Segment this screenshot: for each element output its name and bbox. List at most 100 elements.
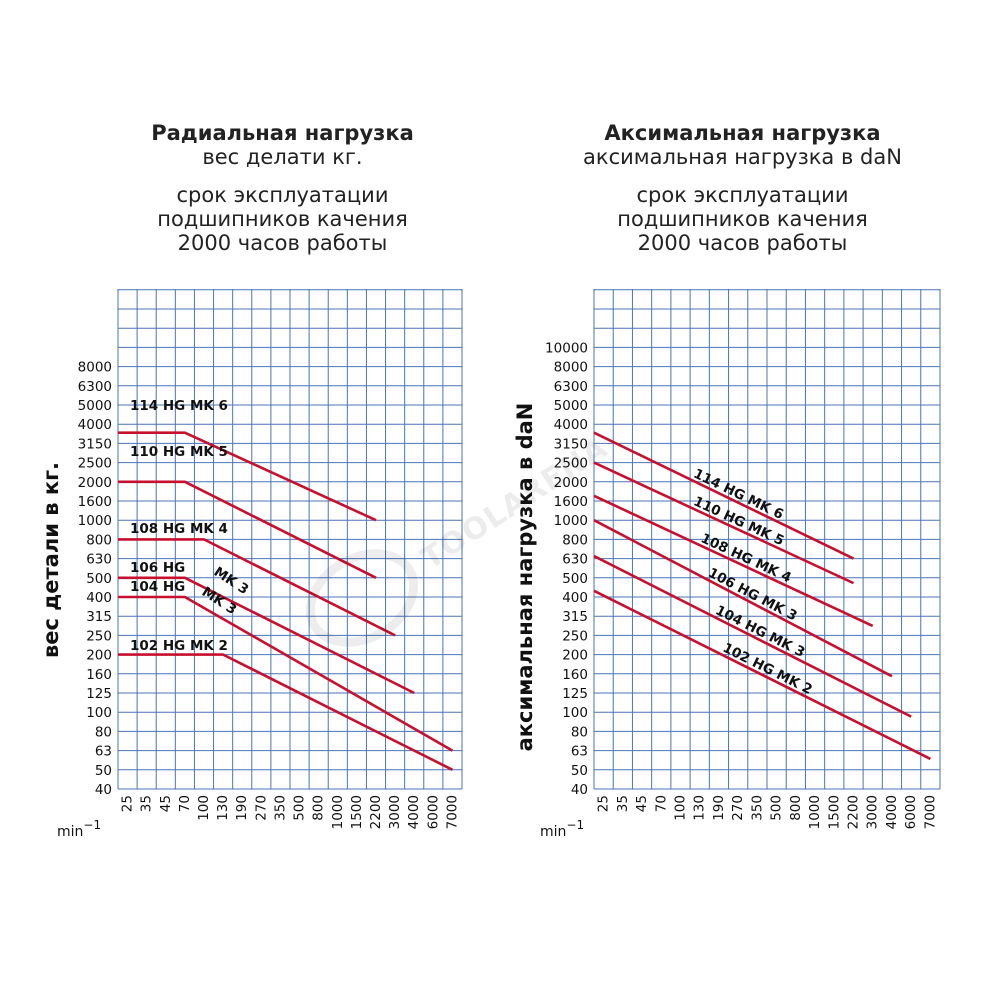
x-tick-label: 7000 [922, 795, 938, 829]
y-tick-label: 5000 [554, 398, 588, 414]
y-tick-label: 3150 [554, 436, 588, 452]
x-tick-label: 3000 [865, 795, 881, 829]
y-tick-label: 4000 [554, 417, 588, 433]
series-line [593, 431, 855, 560]
y-tick-label: 200 [562, 648, 588, 664]
y-tick-label: 315 [86, 609, 112, 625]
y-tick-label: 800 [86, 532, 112, 548]
series-line [593, 589, 931, 761]
y-tick-label: 2000 [554, 475, 588, 491]
y-tick-label: 6300 [78, 379, 112, 395]
series-label: 102 HG MK 2 [130, 638, 228, 654]
x-tick-label: 800 [788, 795, 804, 821]
x-tick-label: 100 [196, 795, 212, 821]
x-tick-label: 130 [215, 795, 231, 821]
y-tick-label: 50 [95, 763, 112, 779]
y-tick-label: 630 [86, 552, 112, 568]
left-note-line3: 2000 часов работы [177, 231, 388, 255]
y-tick-label: 125 [86, 686, 112, 702]
series-label: 104 HG [130, 579, 185, 595]
right-note-line2: подшипников качения [617, 207, 868, 231]
series-line [118, 538, 396, 637]
y-tick-label: 500 [562, 571, 588, 587]
series-line [118, 653, 454, 771]
y-tick-label: 2500 [78, 456, 112, 472]
left-note-line1: срок эксплуатации [176, 183, 389, 207]
series-line [593, 494, 874, 628]
y-axis-title: вес детали в кг. [39, 462, 63, 658]
series-label: 108 HG MK 4 [130, 521, 228, 537]
x-tick-label: 270 [253, 795, 269, 821]
y-tick-label: 800 [562, 532, 588, 548]
x-tick-label: 190 [711, 795, 727, 821]
y-tick-label: 1000 [78, 513, 112, 529]
x-tick-label: 6000 [903, 795, 919, 829]
x-tick-label: 100 [673, 795, 689, 821]
x-tick-label: 130 [692, 795, 708, 821]
y-tick-label: 400 [562, 590, 588, 606]
y-tick-label: 63 [571, 744, 588, 760]
y-tick-label: 3150 [78, 436, 112, 452]
x-axis-unit-exponent: −1 [566, 818, 584, 832]
left-note-line2: подшипников качения [157, 207, 408, 231]
x-tick-label: 4000 [406, 795, 422, 829]
series-line [118, 480, 377, 579]
x-tick-label: 2200 [846, 795, 862, 829]
x-tick-label: 25 [596, 795, 612, 812]
y-tick-label: 6300 [554, 379, 588, 395]
y-tick-label: 160 [562, 667, 588, 683]
y-tick-label: 2000 [78, 475, 112, 491]
left-subheading: вес делати кг. [202, 145, 363, 169]
x-tick-label: 800 [311, 795, 327, 821]
radial-load-chart: 8000630050004000315025002000160010008006… [39, 289, 463, 840]
x-tick-label: 25 [120, 795, 136, 812]
y-tick-label: 40 [571, 782, 588, 798]
right-note-line3: 2000 часов работы [637, 231, 848, 255]
x-tick-label: 350 [272, 795, 288, 821]
y-tick-label: 8000 [554, 360, 588, 376]
y-tick-label: 100 [86, 705, 112, 721]
x-tick-label: 70 [177, 795, 193, 812]
x-tick-label: 70 [653, 795, 669, 812]
y-tick-label: 250 [86, 628, 112, 644]
series-line [593, 461, 855, 585]
y-tick-label: 80 [571, 724, 588, 740]
x-tick-label: 1500 [349, 795, 365, 829]
series-label: 106 HG [130, 560, 185, 576]
x-tick-label: 2200 [368, 795, 384, 829]
x-tick-label: 35 [615, 795, 631, 812]
x-tick-label: 190 [234, 795, 250, 821]
y-tick-label: 160 [86, 667, 112, 683]
y-tick-label: 10000 [545, 340, 588, 356]
y-tick-label: 40 [95, 782, 112, 798]
y-tick-label: 125 [562, 686, 588, 702]
y-tick-label: 50 [571, 763, 588, 779]
y-tick-label: 500 [86, 571, 112, 587]
right-subheading: аксимальная нагрузка в daN [583, 145, 902, 169]
y-tick-label: 2500 [554, 456, 588, 472]
series-line [118, 595, 454, 752]
x-tick-label: 1500 [826, 795, 842, 829]
series-label: 114 HG MK 6 [130, 398, 228, 414]
right-heading: Аксимальная нагрузка [604, 121, 881, 145]
x-tick-label: 1000 [330, 795, 346, 829]
series-line [593, 519, 893, 678]
y-tick-label: 400 [86, 590, 112, 606]
x-tick-label: 35 [139, 795, 155, 812]
x-axis-unit-exponent: −1 [83, 818, 101, 832]
y-tick-label: 200 [86, 648, 112, 664]
x-tick-label: 7000 [444, 795, 460, 829]
x-axis-unit: min−1 [57, 818, 101, 840]
series-line [118, 431, 377, 522]
axial-load-chart: 10000 8000 6300 5000 4000 3150 2500 2000 1600 100… [513, 289, 941, 840]
y-tick-label: 250 [562, 628, 588, 644]
y-tick-label: 315 [562, 609, 588, 625]
x-axis-unit: min−1 [540, 818, 584, 840]
x-tick-label: 45 [634, 795, 650, 812]
y-tick-label: 63 [95, 744, 112, 760]
x-tick-label: 350 [749, 795, 765, 821]
x-tick-label: 6000 [425, 795, 441, 829]
x-tick-label: 4000 [884, 795, 900, 829]
y-tick-label: 630 [562, 552, 588, 568]
